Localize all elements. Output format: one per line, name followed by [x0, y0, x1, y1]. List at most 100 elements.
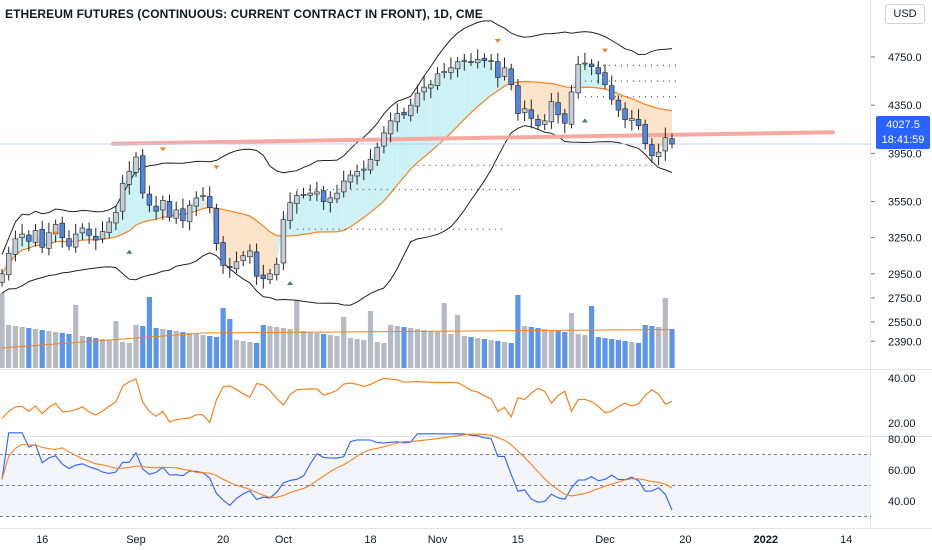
candle-body [200, 195, 206, 198]
volume-ma-line [1, 329, 673, 349]
candle-body [314, 191, 320, 195]
volume-bar [140, 326, 146, 368]
candle-body [488, 60, 494, 62]
candle-body [153, 205, 159, 212]
candle-body [669, 138, 675, 145]
upper-band-line [1, 20, 673, 255]
candle-body [220, 242, 226, 266]
sell-signal-marker [213, 165, 220, 170]
volume-bar [6, 325, 12, 368]
time-tick-label: 16 [36, 534, 48, 546]
volume-bar [220, 308, 226, 368]
volume-bar [227, 319, 233, 368]
volume-bar [455, 315, 461, 368]
candle-body [474, 59, 481, 64]
volume-bar [488, 340, 494, 368]
last-price-label: 4027.5 18:41:59 [876, 116, 930, 149]
candle-body [193, 197, 199, 207]
candle-body [649, 144, 655, 157]
volume-bar [528, 327, 534, 368]
trend-zone [263, 226, 270, 279]
candle-body [508, 68, 514, 86]
trend-zone [584, 63, 592, 88]
currency-selector[interactable]: USD [885, 4, 925, 24]
candle-body [555, 102, 561, 116]
candle-body [595, 67, 602, 75]
resistance-trendline[interactable] [111, 130, 835, 146]
volume-bar [280, 328, 286, 368]
volume-bar [106, 340, 112, 368]
price-tick-label: 4350.0 [888, 100, 922, 112]
trend-zone [538, 82, 545, 126]
candle-body [273, 263, 280, 276]
candle-body [140, 155, 146, 194]
trend-zone [437, 71, 445, 146]
trend-zone [484, 60, 492, 101]
volume-bar [213, 337, 219, 368]
oscillator-tick-label: 40.00 [888, 496, 916, 508]
indicator-line [1, 377, 673, 424]
volume-bar [126, 343, 132, 368]
candle-body [73, 233, 79, 248]
oscillator-signal-line [1, 433, 673, 498]
volume-bar [548, 330, 554, 368]
price-tick-label: 3550.0 [888, 197, 922, 209]
volume-bar [515, 295, 521, 368]
volume-bar [166, 330, 173, 368]
volume-bar [642, 325, 648, 368]
trend-zone [444, 67, 451, 140]
volume-bar [354, 339, 360, 368]
candle-body [615, 99, 622, 111]
volume-bar [595, 337, 601, 368]
volume-bar [542, 329, 548, 368]
trend-zone [544, 83, 552, 121]
candle-body [414, 92, 421, 107]
volume-bar [200, 335, 206, 368]
chart-title: ETHEREUM FUTURES (CONTINUOUS: CURRENT CO… [5, 7, 483, 21]
volume-bar [341, 317, 347, 368]
volume-bar [120, 342, 126, 368]
price-tick-label: 2390.0 [888, 336, 922, 348]
candle-body [39, 228, 45, 248]
volume-bar [374, 342, 380, 368]
candle-body [320, 190, 327, 202]
volume-bar [582, 335, 588, 368]
trend-zone [350, 171, 358, 228]
candle-body [461, 60, 467, 62]
buy-signal-marker [126, 249, 133, 254]
volume-bar [207, 336, 213, 368]
trend-zone [243, 214, 250, 256]
volume-bar [300, 331, 307, 368]
trend-zone [424, 84, 431, 157]
time-tick-label: 14 [840, 534, 852, 546]
candle-body [367, 159, 374, 171]
volume-bar [414, 329, 420, 368]
candle-body [629, 118, 635, 121]
volume-bar [93, 338, 99, 368]
trend-zone [450, 61, 458, 134]
candle-body [387, 120, 394, 135]
volume-bar [46, 331, 52, 368]
candle-body [59, 222, 66, 238]
volume-bar [347, 338, 353, 368]
trend-zone [591, 66, 599, 88]
trend-zone [323, 197, 331, 232]
volume-bar [274, 327, 280, 368]
volume-bar [656, 327, 662, 368]
candle-body [300, 194, 307, 196]
candle-body [562, 113, 568, 124]
trend-zone [363, 159, 371, 218]
volume-bar [408, 328, 414, 368]
candle-body [267, 273, 273, 280]
candle-body [247, 250, 253, 258]
indicator-tick-label: 20.00 [888, 418, 916, 430]
trend-zone [477, 59, 485, 107]
candle-body [280, 219, 287, 264]
candle-body [374, 147, 380, 161]
candle-body [541, 120, 548, 125]
volume-bar [180, 332, 186, 368]
trend-zone [471, 59, 478, 113]
candle-body [548, 101, 555, 123]
candle-body [213, 208, 220, 245]
